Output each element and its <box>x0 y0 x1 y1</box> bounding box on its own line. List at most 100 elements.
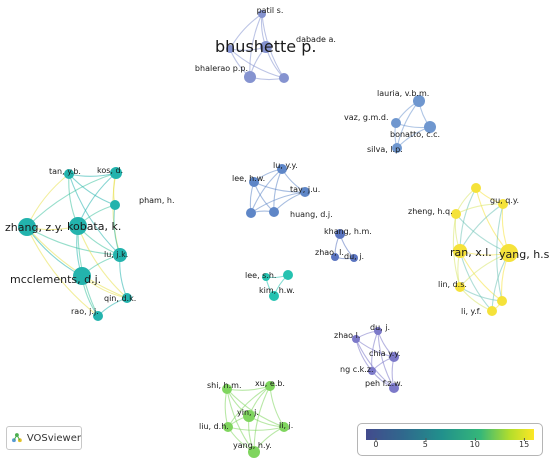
color-scale-bar <box>366 429 534 440</box>
node-label: yin, j. <box>237 408 259 417</box>
network-node[interactable] <box>389 383 399 393</box>
network-node[interactable] <box>335 229 345 239</box>
network-node[interactable] <box>249 177 259 187</box>
network-edge <box>68 173 121 256</box>
network-node[interactable] <box>277 164 287 174</box>
network-node[interactable] <box>269 207 279 217</box>
node-label: lauria, v.b.m. <box>377 89 429 98</box>
network-node[interactable] <box>269 291 279 301</box>
node-label: zhao, l. <box>315 248 344 257</box>
node-label: rao, j.j. <box>71 307 99 316</box>
network-node[interactable] <box>110 200 120 210</box>
network-edge <box>77 172 117 227</box>
network-edge <box>26 172 117 228</box>
network-node[interactable] <box>246 208 256 218</box>
node-label: bhushette p. <box>215 37 316 56</box>
network-node[interactable] <box>392 143 402 153</box>
node-label: zheng, h.q. <box>408 207 453 216</box>
network-node[interactable] <box>262 273 270 281</box>
network-node[interactable] <box>368 367 376 375</box>
network-node[interactable] <box>223 422 233 432</box>
network-node[interactable] <box>122 293 132 303</box>
node-label: mcclements, d.j. <box>10 273 101 286</box>
node-label: zhao l. <box>334 331 360 340</box>
scale-tick: 0 <box>373 438 379 449</box>
network-edge <box>229 13 263 50</box>
node-label: kos, d. <box>97 166 123 175</box>
vosviewer-logo-icon <box>12 433 22 443</box>
node-label: lu, j.k. <box>104 250 128 259</box>
network-node[interactable] <box>265 381 275 391</box>
node-label: lee, h.w. <box>232 174 265 183</box>
node-label: yang, h.s. <box>499 248 550 261</box>
network-node[interactable] <box>413 95 425 107</box>
network-node[interactable] <box>352 335 360 343</box>
network-edge <box>26 173 70 228</box>
network-node[interactable] <box>498 199 508 209</box>
network-node[interactable] <box>497 296 507 306</box>
network-node[interactable] <box>424 121 436 133</box>
network-edge <box>226 388 285 428</box>
node-label: ng c.k.z. <box>340 365 374 374</box>
network-node[interactable] <box>389 352 399 362</box>
vosviewer-logo: VOSviewer <box>6 426 82 450</box>
network-edge <box>377 330 395 389</box>
network-node[interactable] <box>258 10 266 18</box>
network-node[interactable] <box>226 45 234 53</box>
network-node[interactable] <box>455 282 465 292</box>
node-label: du, j. <box>370 323 390 332</box>
network-node[interactable] <box>300 187 310 197</box>
network-node[interactable] <box>18 218 36 236</box>
node-label: pham, h. <box>139 196 175 205</box>
network-node[interactable] <box>279 73 289 83</box>
network-node[interactable] <box>243 410 255 422</box>
node-label: yang, h.y. <box>233 441 272 450</box>
network-edge <box>26 226 128 299</box>
node-label: li, j. <box>279 421 293 430</box>
network-edge <box>253 385 271 453</box>
node-layer <box>18 10 518 458</box>
network-node[interactable] <box>244 71 256 83</box>
network-node[interactable] <box>331 253 339 261</box>
network-node[interactable] <box>350 254 358 262</box>
network-edge <box>227 385 271 428</box>
network-node[interactable] <box>500 244 518 262</box>
network-node[interactable] <box>391 118 401 128</box>
network-node[interactable] <box>260 41 272 53</box>
network-node[interactable] <box>471 183 481 193</box>
node-label: lin, d.s. <box>438 280 467 289</box>
network-node[interactable] <box>487 306 497 316</box>
network-node[interactable] <box>374 327 382 335</box>
node-label: ran, x.l. <box>450 246 492 259</box>
node-label: liu, d.h. <box>199 422 229 431</box>
node-label: qin, d.k. <box>104 294 136 303</box>
network-node[interactable] <box>93 311 103 321</box>
node-label: lee, s.h. <box>245 271 276 280</box>
scale-tick: 5 <box>422 438 428 449</box>
node-label: du, j. <box>344 252 364 261</box>
network-node[interactable] <box>283 270 293 280</box>
node-label: bonatto, c.c. <box>390 130 440 139</box>
network-edge <box>229 48 285 79</box>
network-node[interactable] <box>113 248 127 262</box>
scale-tick: 10 <box>469 438 480 449</box>
color-scale-legend: 0 5 10 15 <box>357 423 543 456</box>
node-label: li, y.f. <box>461 307 481 316</box>
network-node[interactable] <box>279 422 289 432</box>
node-label: tay, j.u. <box>290 185 320 194</box>
network-node[interactable] <box>453 244 467 258</box>
node-label: zhang, z.y. <box>5 221 63 234</box>
network-node[interactable] <box>73 267 91 285</box>
scale-tick: 15 <box>519 438 530 449</box>
network-node[interactable] <box>64 169 74 179</box>
network-node[interactable] <box>451 209 461 219</box>
node-label: tan, y.b. <box>49 167 81 176</box>
network-node[interactable] <box>248 446 260 458</box>
network-node[interactable] <box>222 384 232 394</box>
network-node[interactable] <box>69 217 87 235</box>
node-label: kobata, k. <box>67 220 121 233</box>
network-edge <box>226 388 255 453</box>
network-node[interactable] <box>110 167 122 179</box>
